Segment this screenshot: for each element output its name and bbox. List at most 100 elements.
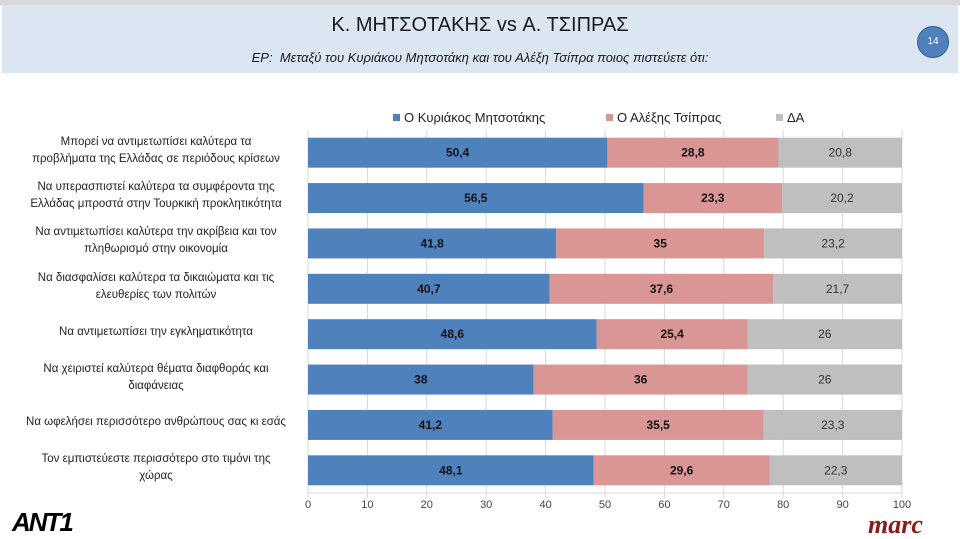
data-label: 35: [654, 236, 668, 250]
category-label-line: χώρας: [139, 470, 173, 483]
page-number-badge: 14: [917, 26, 949, 58]
bar-segment: [782, 183, 902, 214]
legend-label: ΔΑ: [787, 110, 805, 125]
data-label: 23,2: [821, 236, 845, 250]
category-label: Να ωφελήσει περισσότερο ανθρώπους σας κι…: [10, 414, 302, 431]
category-label-line: Μπορεί να αντιμετωπίσει καλύτερα τα: [60, 135, 252, 148]
legend-label: Ο Κυριάκος Μητσοτάκης: [404, 110, 546, 125]
data-label: 37,6: [650, 282, 674, 296]
category-label-line: Να χειριστεί καλύτερα θέματα διαφθοράς κ…: [43, 362, 269, 375]
data-label: 23,3: [821, 418, 845, 432]
data-label: 25,4: [660, 327, 684, 341]
legend-item-tsipras: Ο Αλέξης Τσίπρας: [606, 110, 721, 125]
x-tick-label: 60: [658, 499, 671, 511]
x-tick-label: 70: [717, 499, 730, 511]
category-label: Να διασφαλίσει καλύτερα τα δικαιώματα κα…: [10, 270, 302, 304]
bar-segment: [593, 455, 770, 486]
question-body: Μεταξύ του Κυριάκου Μητσοτάκη και του Αλ…: [279, 50, 709, 65]
category-label-line: Να διασφαλίσει καλύτερα τα δικαιώματα κα…: [37, 271, 275, 284]
bar-segment: [747, 319, 902, 350]
question-prefix: ΕΡ:: [251, 50, 273, 65]
data-label: 20,8: [829, 146, 853, 160]
legend-item-mitsotakis: Ο Κυριάκος Μητσοτάκης: [393, 110, 545, 125]
category-label: Να αντιμετωπίσει την εγκληματικότητα: [10, 324, 302, 341]
bar-segment: [764, 228, 902, 259]
bar-segment: [308, 455, 594, 486]
category-label-line: διαφάνειας: [128, 379, 184, 392]
category-label-line: Να ωφελήσει περισσότερο ανθρώπους σας κι…: [26, 416, 286, 429]
top-strip: [0, 0, 960, 5]
data-label: 38: [414, 373, 428, 387]
bar-segment: [308, 137, 608, 168]
data-label: 41,8: [420, 236, 444, 250]
data-label: 20,2: [830, 191, 854, 205]
bar-segment: [773, 273, 902, 304]
category-label: Τον εμπιστεύεστε περισσότερο στο τιμόνι …: [10, 451, 302, 485]
bar-segment: [643, 183, 783, 214]
data-label: 48,6: [441, 327, 465, 341]
category-label-line: ελευθερίες των πολιτών: [95, 288, 217, 301]
x-tick-label: 10: [361, 499, 374, 511]
data-label: 22,3: [824, 463, 848, 477]
category-label-line: Ελλάδας μπροστά στην Τουρκική προκλητικό…: [30, 198, 282, 211]
bar-segment: [533, 364, 748, 395]
bar-segment: [308, 364, 534, 395]
bar-segment: [556, 228, 765, 259]
category-label-line: Να αντιμετωπίσει την εγκληματικότητα: [59, 325, 253, 338]
data-label: 56,5: [464, 191, 488, 205]
question-text: ΕΡ: Μεταξύ του Κυριάκου Μητσοτάκη και το…: [0, 50, 960, 65]
bar-segment: [308, 273, 550, 304]
legend-swatch: [776, 114, 783, 121]
bar-segment: [596, 319, 748, 350]
bar-segment: [308, 183, 644, 214]
x-tick-label: 80: [777, 499, 790, 511]
data-label: 41,2: [419, 418, 443, 432]
data-label: 21,7: [826, 282, 850, 296]
bar-segment: [308, 228, 557, 259]
marc-logo: marc: [868, 510, 923, 539]
legend-swatch: [606, 114, 613, 121]
data-label: 23,3: [701, 191, 725, 205]
bar-segment: [308, 319, 597, 350]
data-label: 50,4: [446, 146, 470, 160]
bar-segment: [769, 455, 902, 486]
category-label: Να αντιμετωπίσει καλύτερα την ακρίβεια κ…: [10, 224, 302, 258]
category-label-line: προβλήματα της Ελλάδας σε περιόδους κρίσ…: [32, 152, 280, 165]
data-label: 26: [818, 373, 832, 387]
data-label: 48,1: [439, 463, 463, 477]
x-tick-label: 40: [539, 499, 552, 511]
ant1-logo: ANT1: [12, 507, 74, 537]
data-label: 36: [634, 373, 648, 387]
category-label-line: Να αντιμετωπίσει καλύτερα την ακρίβεια κ…: [35, 226, 277, 239]
legend-item-da: ΔΑ: [776, 110, 804, 125]
x-tick-label: 0: [304, 499, 312, 511]
x-tick-label: 20: [420, 499, 433, 511]
bar-segment: [308, 409, 553, 440]
legend-label: Ο Αλέξης Τσίπρας: [617, 110, 722, 125]
category-label-line: Να υπερασπιστεί καλύτερα τα συμφέροντα τ…: [37, 181, 275, 194]
category-label-line: Τον εμπιστεύεστε περισσότερο στο τιμόνι …: [41, 453, 271, 466]
data-label: 40,7: [417, 282, 441, 296]
data-label: 28,8: [681, 146, 705, 160]
x-tick-label: 90: [836, 499, 849, 511]
category-label-line: πληθωρισμό στην οικονομία: [84, 243, 228, 256]
bar-segment: [747, 364, 902, 395]
bar-segment: [607, 137, 779, 168]
category-label: Να χειριστεί καλύτερα θέματα διαφθοράς κ…: [10, 361, 302, 395]
category-label: Μπορεί να αντιμετωπίσει καλύτερα τα προβλ…: [10, 134, 302, 168]
data-label: 29,6: [670, 463, 694, 477]
header-band: [2, 5, 958, 73]
bar-segment: [763, 409, 902, 440]
data-label: 26: [818, 327, 832, 341]
x-tick-label: 30: [480, 499, 493, 511]
x-tick-label: 50: [598, 499, 612, 511]
category-label: Να υπερασπιστεί καλύτερα τα συμφέροντα τ…: [10, 179, 302, 213]
data-label: 35,5: [646, 418, 670, 432]
bar-segment: [549, 273, 774, 304]
bar-segment: [552, 409, 764, 440]
legend-swatch: [393, 114, 400, 121]
x-tick-label: 100: [892, 499, 912, 511]
bar-segment: [778, 137, 902, 168]
page-title: Κ. ΜΗΤΣΟΤΑΚΗΣ vs Α. ΤΣΙΠΡΑΣ: [331, 14, 629, 36]
